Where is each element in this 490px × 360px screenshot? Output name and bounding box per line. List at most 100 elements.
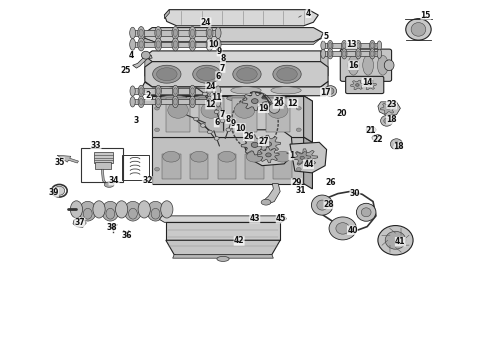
Ellipse shape <box>172 85 178 97</box>
Text: 20: 20 <box>273 99 284 108</box>
Polygon shape <box>363 80 376 90</box>
Ellipse shape <box>206 27 213 40</box>
Ellipse shape <box>251 99 258 104</box>
Ellipse shape <box>106 208 115 219</box>
Ellipse shape <box>139 30 144 37</box>
Bar <box>133 99 218 104</box>
Ellipse shape <box>155 128 159 132</box>
Ellipse shape <box>226 128 231 132</box>
Ellipse shape <box>369 40 375 51</box>
Ellipse shape <box>172 38 179 51</box>
Text: 20: 20 <box>337 109 347 118</box>
Ellipse shape <box>104 182 114 187</box>
Ellipse shape <box>173 88 177 94</box>
Ellipse shape <box>202 92 207 96</box>
Ellipse shape <box>356 84 359 86</box>
Bar <box>133 30 218 36</box>
Polygon shape <box>101 169 112 185</box>
Polygon shape <box>166 240 280 255</box>
Polygon shape <box>164 10 318 26</box>
Polygon shape <box>321 51 328 76</box>
Ellipse shape <box>357 42 360 48</box>
Ellipse shape <box>356 49 361 59</box>
Text: 17: 17 <box>320 87 331 96</box>
Text: 34: 34 <box>109 176 119 185</box>
Text: 16: 16 <box>348 61 359 70</box>
Ellipse shape <box>231 87 261 94</box>
Ellipse shape <box>324 86 337 96</box>
Ellipse shape <box>296 128 301 132</box>
Text: 12: 12 <box>205 100 216 109</box>
Polygon shape <box>350 80 364 90</box>
Ellipse shape <box>130 39 136 50</box>
Ellipse shape <box>130 96 135 107</box>
Bar <box>162 154 180 179</box>
Text: 27: 27 <box>258 137 269 146</box>
Ellipse shape <box>194 95 220 101</box>
Text: 36: 36 <box>122 231 132 240</box>
Ellipse shape <box>138 201 150 218</box>
Ellipse shape <box>327 49 333 59</box>
Ellipse shape <box>172 27 179 40</box>
Bar <box>218 154 236 179</box>
FancyArrow shape <box>57 155 78 163</box>
Ellipse shape <box>124 201 142 221</box>
Text: 13: 13 <box>346 40 357 49</box>
Polygon shape <box>152 96 313 101</box>
Ellipse shape <box>156 88 160 94</box>
Ellipse shape <box>343 51 346 57</box>
Text: 29: 29 <box>291 178 301 187</box>
Ellipse shape <box>139 99 143 105</box>
Ellipse shape <box>321 49 325 58</box>
Text: 30: 30 <box>350 189 360 198</box>
Ellipse shape <box>215 39 221 50</box>
Bar <box>273 154 292 179</box>
Polygon shape <box>304 96 313 142</box>
Ellipse shape <box>138 96 144 108</box>
Text: 26: 26 <box>243 132 254 141</box>
Ellipse shape <box>356 40 361 51</box>
Ellipse shape <box>406 19 431 40</box>
Ellipse shape <box>370 51 374 57</box>
Ellipse shape <box>385 231 406 249</box>
Ellipse shape <box>130 27 136 39</box>
Ellipse shape <box>366 127 376 133</box>
Ellipse shape <box>157 68 177 81</box>
Text: 24: 24 <box>205 82 216 91</box>
Text: 3: 3 <box>134 116 139 125</box>
Text: 9: 9 <box>231 119 236 128</box>
Ellipse shape <box>377 49 382 58</box>
Ellipse shape <box>189 38 196 51</box>
Ellipse shape <box>116 201 128 218</box>
Ellipse shape <box>93 201 105 218</box>
Ellipse shape <box>251 142 258 148</box>
Text: 11: 11 <box>274 96 285 105</box>
Ellipse shape <box>190 96 196 108</box>
Text: 15: 15 <box>420 10 431 19</box>
Ellipse shape <box>207 41 212 48</box>
Ellipse shape <box>190 41 195 48</box>
Ellipse shape <box>83 208 92 219</box>
Text: 9: 9 <box>217 47 222 56</box>
Ellipse shape <box>220 119 225 123</box>
Polygon shape <box>143 81 333 96</box>
Ellipse shape <box>139 88 143 94</box>
Ellipse shape <box>168 102 188 118</box>
Polygon shape <box>290 142 327 173</box>
Polygon shape <box>294 152 311 164</box>
Bar <box>81 148 123 182</box>
Ellipse shape <box>173 30 177 37</box>
Text: 10: 10 <box>235 123 245 132</box>
Ellipse shape <box>138 38 145 51</box>
Ellipse shape <box>384 60 394 71</box>
Text: 32: 32 <box>142 176 152 185</box>
Text: 37: 37 <box>74 218 85 227</box>
Ellipse shape <box>233 65 261 83</box>
Ellipse shape <box>296 107 301 110</box>
Text: 38: 38 <box>107 223 118 232</box>
Text: 35: 35 <box>54 158 65 167</box>
Ellipse shape <box>336 223 349 234</box>
Text: 1: 1 <box>289 151 294 160</box>
Text: 41: 41 <box>395 237 406 246</box>
Ellipse shape <box>138 27 145 40</box>
